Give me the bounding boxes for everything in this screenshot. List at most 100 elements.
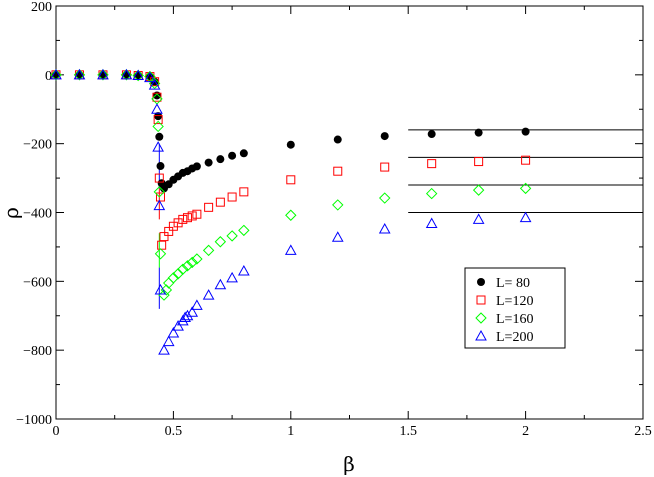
data-point <box>186 306 199 317</box>
data-point <box>167 272 180 284</box>
data-point <box>474 128 483 137</box>
data-point <box>132 69 144 82</box>
data-point <box>182 213 192 223</box>
data-point <box>237 264 250 276</box>
x-tick-label: 1 <box>287 424 294 439</box>
data-point <box>333 135 342 144</box>
data-point <box>50 68 62 80</box>
data-point <box>214 278 227 290</box>
data-point <box>148 79 161 90</box>
data-point <box>120 69 133 81</box>
data-point <box>425 217 438 229</box>
legend-marker <box>476 295 486 305</box>
data-point <box>73 68 86 80</box>
data-point <box>50 69 62 81</box>
x-tick-label: 0 <box>53 424 60 439</box>
data-point <box>427 159 437 169</box>
data-point <box>153 199 166 211</box>
data-point <box>156 162 165 171</box>
legend-label: L= 80 <box>496 276 530 291</box>
data-point <box>228 151 237 160</box>
y-tick-label: −200 <box>23 138 52 153</box>
data-point <box>152 92 162 102</box>
data-point <box>186 256 198 269</box>
data-point <box>333 166 343 176</box>
data-point <box>192 162 201 171</box>
data-point <box>519 182 532 195</box>
data-point <box>331 231 344 242</box>
data-point <box>173 218 183 228</box>
reference-lines <box>408 129 643 213</box>
data-point <box>226 230 238 242</box>
data-point <box>155 192 165 202</box>
data-point <box>202 289 215 300</box>
legend-marker <box>477 278 485 286</box>
data-point <box>284 244 297 255</box>
data-point <box>164 226 174 236</box>
data-point <box>151 103 163 114</box>
x-tick-label: 2.5 <box>634 424 652 439</box>
data-point <box>167 326 180 338</box>
data-point <box>379 192 391 204</box>
data-point <box>519 211 532 223</box>
data-point <box>177 263 189 275</box>
series-2 <box>51 70 531 250</box>
data-point <box>427 130 436 139</box>
data-point <box>215 197 225 207</box>
data-point <box>159 232 169 242</box>
series-layer <box>50 68 532 355</box>
series-4 <box>50 68 532 355</box>
data-point <box>152 141 164 152</box>
data-point <box>181 260 194 272</box>
data-point <box>145 72 154 81</box>
legend-marker <box>475 312 487 324</box>
data-point <box>238 224 250 237</box>
y-tick-label: −1000 <box>16 413 52 428</box>
data-point <box>132 69 145 81</box>
data-point <box>332 199 344 211</box>
data-point <box>474 157 484 167</box>
data-point <box>226 271 238 283</box>
data-point <box>187 211 197 221</box>
y-axis: −1000 −800 −600 −400 −200 0 200 <box>16 0 643 428</box>
data-point <box>380 132 389 141</box>
data-point <box>158 344 170 355</box>
y-tick-label: −400 <box>23 207 52 222</box>
data-point <box>144 71 156 83</box>
data-point <box>192 209 202 219</box>
data-point <box>472 213 485 224</box>
y-tick-label: 200 <box>31 0 52 15</box>
x-tick-label: 0.5 <box>165 424 183 439</box>
legend-marker <box>475 329 487 341</box>
data-point <box>521 127 530 136</box>
data-point <box>154 248 167 260</box>
data-point <box>154 173 164 183</box>
data-point <box>239 187 249 197</box>
data-point <box>286 175 296 185</box>
data-point <box>191 299 203 310</box>
legend-label: L=120 <box>496 294 533 309</box>
data-point <box>120 68 133 80</box>
data-point <box>285 209 297 221</box>
data-point <box>521 155 531 165</box>
series-3 <box>50 69 532 301</box>
data-point <box>472 184 485 196</box>
legend-label: L=160 <box>496 312 533 327</box>
data-point <box>152 120 164 133</box>
data-point <box>380 162 390 172</box>
data-point <box>97 68 109 80</box>
data-point <box>155 132 164 141</box>
data-point <box>181 309 194 321</box>
data-point <box>152 91 161 100</box>
data-point <box>191 253 203 265</box>
data-point <box>154 283 167 295</box>
y-tick-label: −800 <box>23 344 52 359</box>
data-point <box>204 158 213 167</box>
data-point <box>172 268 184 280</box>
data-point <box>239 149 248 158</box>
data-point <box>162 335 175 347</box>
data-point <box>97 69 109 81</box>
data-point <box>153 115 163 125</box>
data-point <box>172 320 184 331</box>
